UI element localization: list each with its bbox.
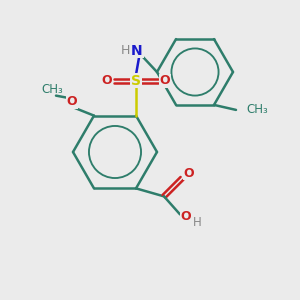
Text: O: O (160, 74, 170, 87)
Text: O: O (184, 167, 194, 180)
Text: O: O (102, 74, 112, 87)
Text: CH₃: CH₃ (246, 103, 268, 116)
Text: H: H (193, 216, 201, 229)
Text: O: O (181, 210, 191, 223)
Text: N: N (131, 44, 143, 58)
Text: CH₃: CH₃ (41, 83, 63, 96)
Text: H: H (120, 44, 130, 57)
Text: S: S (131, 74, 141, 88)
Text: O: O (67, 95, 77, 108)
